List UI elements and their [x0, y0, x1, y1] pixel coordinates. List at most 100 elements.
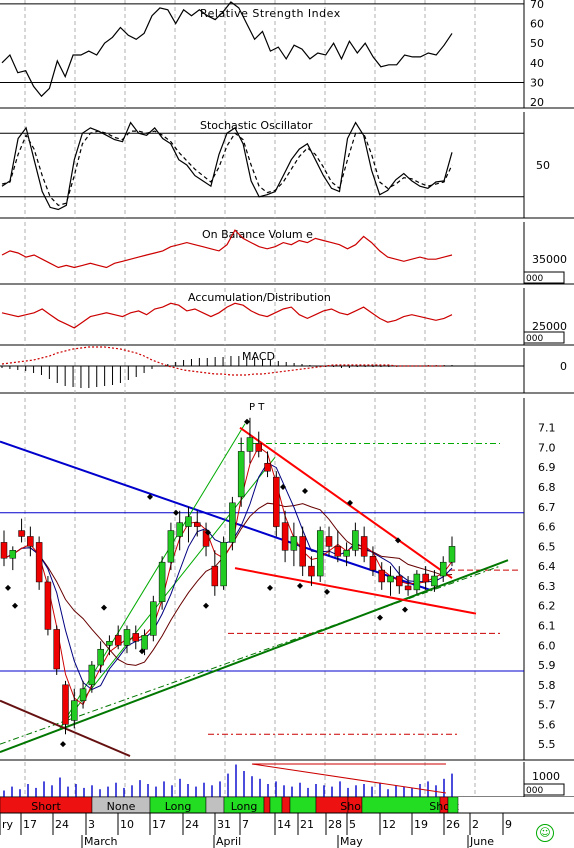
- candle-body: [448, 546, 456, 563]
- pivot-diamond-marker: [395, 537, 401, 544]
- rsi-tick-label: 60: [530, 18, 544, 31]
- stochastic-tick-label: 50: [536, 159, 550, 172]
- candle-body: [132, 633, 140, 642]
- x-axis-day-label: ry: [2, 818, 14, 831]
- price-panel: [0, 398, 574, 760]
- price-tick-label: 6.3: [538, 580, 556, 593]
- x-axis-day-label: 10: [120, 818, 134, 831]
- smiley-icon: ☺: [536, 824, 554, 842]
- signal-segment: [205, 796, 225, 814]
- volume-units-box: [523, 783, 565, 796]
- candle-body: [9, 550, 17, 559]
- price-tick-label: 6.7: [538, 501, 556, 514]
- pivot-diamond-marker: [297, 582, 303, 589]
- volume-units: 000: [526, 786, 543, 796]
- green-channel-lower: [59, 457, 276, 729]
- rsi-tick-label: 50: [530, 37, 544, 50]
- macd-tick-label: 0: [560, 360, 567, 373]
- candle-body: [273, 476, 280, 527]
- pivot-diamond-marker: [347, 499, 353, 506]
- price-tick-label: 6.6: [538, 521, 556, 534]
- stochastic-k-line: [1, 121, 453, 211]
- signal-segment: [447, 796, 459, 814]
- candle-body: [439, 561, 447, 577]
- pivot-diamond-marker: [203, 602, 209, 609]
- x-axis-day-label: 19: [414, 818, 428, 831]
- candle-body: [422, 573, 429, 583]
- candle-body: [413, 573, 421, 591]
- candle-body: [220, 542, 227, 587]
- x-axis-day-label: 2: [472, 818, 479, 831]
- candle-body: [106, 641, 113, 646]
- price-tick-label: 5.5: [538, 738, 556, 751]
- candle-body: [150, 601, 157, 636]
- price-tick-label: 6.2: [538, 600, 556, 613]
- candle-body: [369, 556, 377, 571]
- macd-title: MACD: [242, 350, 275, 363]
- price-tick-label: 6.1: [538, 619, 556, 632]
- moving-average-mid: [3, 462, 453, 691]
- signal-segment: [263, 796, 271, 814]
- candle-body: [255, 443, 262, 452]
- obv-tick-label: 35000: [532, 253, 567, 266]
- price-tick-label: 6.4: [538, 560, 556, 573]
- price-tick-label: 6.0: [538, 639, 556, 652]
- candle-body: [431, 575, 438, 587]
- candle-body: [18, 530, 25, 537]
- pivot-diamond-marker: [267, 584, 273, 591]
- blue-trendline: [0, 440, 331, 558]
- price-annotation: P T: [249, 402, 265, 413]
- x-axis-month-label: April: [216, 835, 241, 848]
- red-wedge-upper: [239, 426, 453, 579]
- obv-units-box: [523, 271, 565, 284]
- pivot-diamond-marker: [402, 606, 408, 613]
- x-axis-day-label: 3: [88, 818, 95, 831]
- signal-segment: [269, 796, 283, 814]
- x-axis-day-label: 9: [505, 818, 512, 831]
- signal-segment-label: None: [107, 800, 136, 813]
- x-axis-day-label: 31: [217, 818, 231, 831]
- candle-body: [237, 451, 245, 498]
- x-axis-day-label: 14: [277, 818, 291, 831]
- price-tick-label: 5.7: [538, 699, 556, 712]
- pivot-diamond-marker: [12, 602, 18, 609]
- rsi-tick-label: 40: [530, 57, 544, 70]
- candle-body: [114, 635, 122, 646]
- signal-segment-label: Short: [31, 800, 61, 813]
- pivot-diamond-marker: [280, 484, 286, 491]
- x-axis-day-label: 17: [152, 818, 166, 831]
- x-axis-day-label: 5: [349, 818, 356, 831]
- rsi-tick-label: 70: [530, 0, 544, 11]
- pivot-diamond-marker: [60, 741, 66, 748]
- rsi-tick-label: 30: [530, 76, 544, 89]
- pivot-diamond-marker: [205, 529, 211, 536]
- obv-units: 000: [526, 274, 543, 284]
- candle-body: [281, 522, 289, 551]
- candle-body: [176, 522, 183, 537]
- price-tick-label: 7.1: [538, 422, 556, 435]
- rsi-tick-label: 20: [530, 96, 544, 109]
- stochastic-d-line: [1, 130, 453, 206]
- candle-body: [343, 550, 350, 557]
- ad-units-box: [523, 331, 565, 344]
- signal-segment-label: Long: [165, 800, 192, 813]
- candle-body: [97, 648, 104, 666]
- price-tick-label: 6.8: [538, 481, 556, 494]
- stochastic-title: Stochastic Oscillator: [200, 119, 313, 132]
- candle-body: [264, 463, 271, 472]
- candle-body: [229, 502, 236, 543]
- green-support-trendline: [0, 559, 509, 754]
- pivot-diamond-marker: [147, 493, 153, 500]
- candle-body: [325, 536, 333, 547]
- moving-average-fast: [3, 446, 453, 706]
- x-axis-day-label: 24: [185, 818, 199, 831]
- pivot-diamond-marker: [302, 487, 308, 494]
- volume-trendline: [251, 763, 447, 794]
- price-tick-label: 6.5: [538, 540, 556, 553]
- x-axis-day-label: 7: [242, 818, 249, 831]
- obv-title: On Balance Volum e: [202, 228, 313, 241]
- candle-body: [62, 684, 69, 725]
- candle-body: [378, 569, 385, 583]
- pivot-diamond-marker: [139, 648, 145, 655]
